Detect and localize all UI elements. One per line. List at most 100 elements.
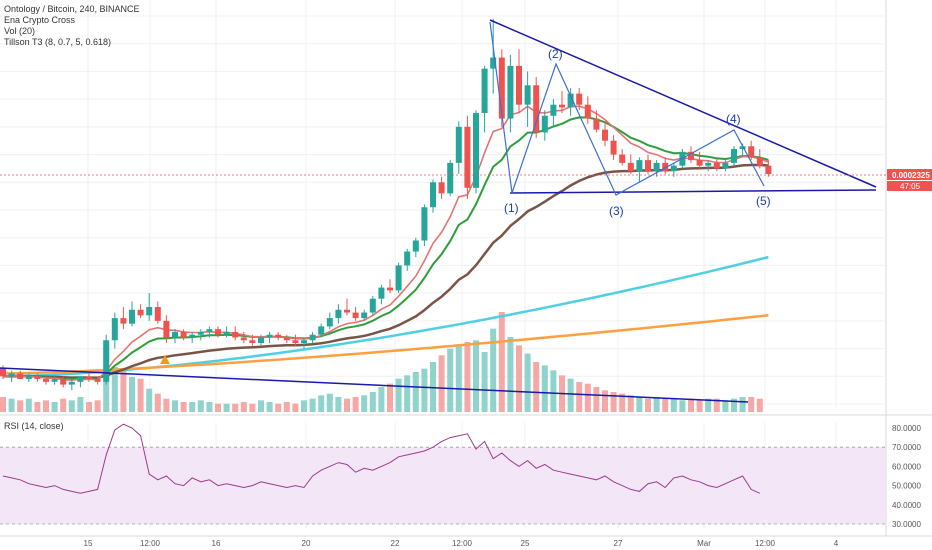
time-axis: 15 12:00 16 20 22 12:00 25 27 Mar 12:00 4 [84,539,839,548]
candle-body [258,337,264,344]
volume-bar [103,368,110,412]
volume-bar [266,402,273,412]
rsi-panel [0,423,886,525]
candle-body [344,309,350,313]
rsi-tick-label: 60.0000 [892,462,921,471]
volume-bars [0,312,763,412]
candle-body [490,57,497,69]
volume-bar [369,392,376,412]
price-axis: 0.00029000.00028000.00027000.00026000.00… [887,169,932,529]
volume-bar [361,395,368,412]
candle-body [593,118,600,130]
ma-brown-line [2,163,769,380]
volume-bar [326,393,333,412]
candle-body [206,329,213,332]
candle-body [266,334,273,338]
candle-body [619,154,626,163]
ma-cyan-line [2,255,769,378]
candle-body [180,331,187,338]
indicator-volume[interactable]: Vol (20) [4,26,36,36]
volume-bar [309,398,316,412]
indicator-ena-crypto-cross[interactable]: Ena Crypto Cross [4,15,76,25]
candle-body [8,373,15,377]
volume-bar [455,345,462,412]
candle-body [438,182,445,194]
wave-label: (4) [726,112,741,126]
volume-bar [722,400,729,412]
candle-body [696,160,703,166]
candle-body [326,318,333,327]
volume-bar [94,400,101,412]
time-tick-label: 4 [834,539,839,548]
volume-bar [68,400,75,412]
symbol-title[interactable]: Ontology / Bitcoin, 240, BINANCE [4,4,140,14]
candle-body [223,331,230,335]
candle-body [146,307,153,316]
time-tick-label: 27 [614,539,623,548]
volume-bar [550,370,557,412]
volume-bar [619,393,626,412]
volume-bar [292,403,299,412]
time-tick-label: 12:00 [452,539,473,548]
volume-bar [86,402,92,412]
volume-bar [232,403,239,412]
candle-body [163,320,170,338]
volume-bar [533,362,540,412]
volume-bar [318,395,325,412]
volume-bar [670,398,677,412]
volume-bar [249,403,256,412]
rsi-tick-label: 50.0000 [892,482,921,491]
volume-bar [77,397,84,412]
volume-bar [163,398,170,412]
volume-bar [567,378,574,412]
volume-bar [111,367,118,412]
candle-body [447,162,454,194]
volume-bar [395,378,402,412]
candle-body [653,162,660,172]
volume-bar [507,337,514,412]
time-tick-label: 20 [302,539,311,548]
volume-bar [25,398,32,412]
candle-body [688,151,694,161]
candlesticks [0,18,772,391]
time-tick-label: 22 [391,539,400,548]
candle-body [524,85,531,105]
candle-body [533,85,540,133]
volume-bar [584,383,591,412]
candle-body [541,115,548,133]
candle-body [43,379,49,382]
candle-body [309,334,316,341]
candle-body [756,157,763,166]
wave-label: (2) [548,47,563,61]
candle-body [627,162,634,172]
volume-bar [34,402,41,412]
candle-body [748,146,755,158]
volume-bar [172,400,178,412]
rsi-legend[interactable]: RSI (14, close) [4,421,64,431]
volume-bar [602,390,608,412]
indicator-tillson-t3[interactable]: Tillson T3 (8, 0.7, 5, 0.618) [4,37,112,47]
trend-drawings: (1) (2) (3) (4) (5) [0,19,886,403]
last-price-badge [887,169,932,180]
candle-body [215,329,221,335]
candle-body [412,240,419,252]
rsi-band [0,447,886,524]
candle-body [129,309,135,324]
ma-orange-line [2,314,769,375]
volume-bar [301,400,307,412]
candle-body [765,165,772,174]
volume-bar [223,403,230,412]
countdown-badge [887,181,932,191]
candle-body [249,340,256,344]
wave-label: (5) [756,194,771,208]
time-tick-label: 16 [212,539,221,548]
volume-bar [688,398,694,412]
volume-bar [679,400,686,412]
volume-bar [120,370,127,412]
candle-body [77,376,84,382]
candle-body [481,68,488,113]
volume-bar [756,398,763,412]
volume-bar [516,345,522,412]
candle-body [103,340,110,382]
